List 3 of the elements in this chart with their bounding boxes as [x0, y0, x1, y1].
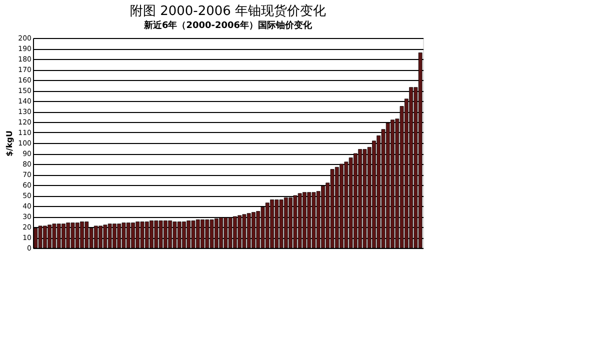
- chart-subtitle: 新近6年（2000-2006年）国际铀价变化: [142, 20, 314, 31]
- chart-title: 附图 2000-2006 年铀现货价变化: [130, 4, 326, 19]
- y-axis-title: $/kgU: [5, 130, 14, 157]
